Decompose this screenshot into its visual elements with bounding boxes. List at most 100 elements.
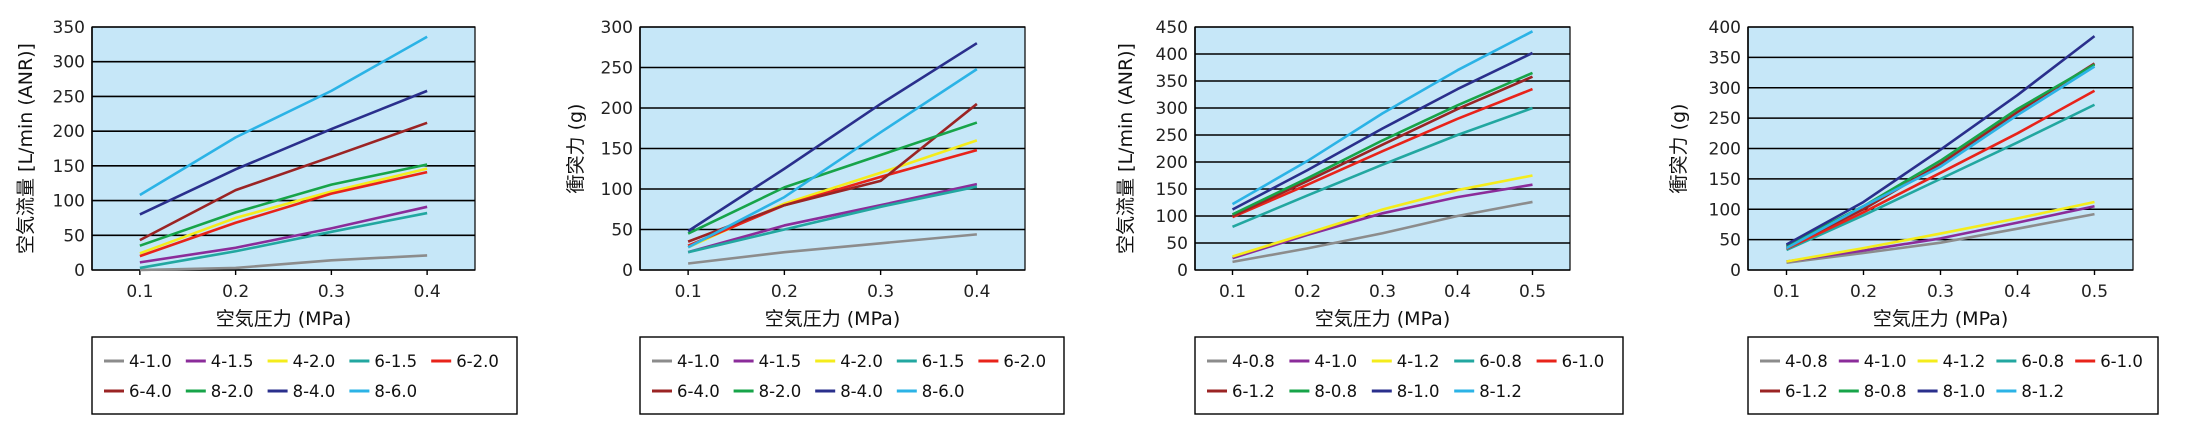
legend-label-6-1.0: 6-1.0 <box>2100 352 2143 371</box>
x-tick-label: 0.2 <box>1850 282 1877 302</box>
x-tick-label: 0.3 <box>1927 282 1954 302</box>
y-axis-title: 空気流量 [L/min (ANR)] <box>15 43 37 254</box>
legend-label-8-1.2: 8-1.2 <box>1479 382 1522 401</box>
series-line-6-1.2 <box>1231 75 1534 218</box>
legend-label-4-2.0: 4-2.0 <box>840 352 883 371</box>
legend-label-6-1.2: 6-1.2 <box>1785 382 1828 401</box>
x-tick-label: 0.1 <box>126 282 153 302</box>
y-tick-label: 150 <box>1156 180 1188 200</box>
legend-label-6-4.0: 6-4.0 <box>129 382 172 401</box>
y-tick-label: 400 <box>1709 18 1741 38</box>
y-tick-label: 150 <box>601 140 633 160</box>
y-tick-label: 100 <box>1709 200 1741 220</box>
y-axis-title: 空気流量 [L/min (ANR)] <box>1115 43 1137 254</box>
chart-panel-flow-1: 0 50 100 150 200 250 300 350 0.1 0.2 0.3 0.4 空気圧力 (M… <box>0 0 550 430</box>
series-line-4-1.0 <box>1786 204 2095 263</box>
legend-label-6-2.0: 6-2.0 <box>1003 352 1046 371</box>
chart-svg: 0 50 100 150 200 250 300 350 400 0.1 0.2 0.3 0.4 0.5 空… <box>1668 18 2159 415</box>
y-tick-label: 400 <box>1156 45 1188 65</box>
y-tick-label: 350 <box>1709 48 1741 68</box>
chart-svg: 0 50 100 150 200 250 300 350 400 450 0.1 0.2 0.3 0.4 0… <box>1115 18 1624 415</box>
legend-label-6-1.5: 6-1.5 <box>374 352 417 371</box>
legend-label-8-0.8: 8-0.8 <box>1864 382 1907 401</box>
y-tick-label: 150 <box>53 157 85 177</box>
series-line-6-1.0 <box>1785 89 2096 250</box>
series-line-4-0.8 <box>1232 200 1533 264</box>
legend-label-6-1.2: 6-1.2 <box>1232 382 1275 401</box>
legend-label-6-1.0: 6-1.0 <box>1562 352 1605 371</box>
y-tick-label: 300 <box>601 18 633 38</box>
legend-label-8-1.2: 8-1.2 <box>2021 382 2064 401</box>
chart-panel-force-2: 0 50 100 150 200 250 300 350 400 0.1 0.2 0.3 0.4 0.5 空… <box>1653 0 2203 430</box>
series-line-4-2.0 <box>139 167 428 255</box>
x-axis-title: 空気圧力 (MPa) <box>216 308 352 330</box>
x-axis-title: 空気圧力 (MPa) <box>1315 308 1451 330</box>
legend-label-6-2.0: 6-2.0 <box>456 352 499 371</box>
legend-label-4-0.8: 4-0.8 <box>1785 352 1828 371</box>
y-tick-label: 300 <box>53 53 85 73</box>
plot-frame <box>91 26 476 271</box>
series-line-8-1.0 <box>1785 35 2096 246</box>
legend-label-4-1.0: 4-1.0 <box>1864 352 1907 371</box>
series-line-6-1.2 <box>1785 62 2096 249</box>
legend-label-8-2.0: 8-2.0 <box>759 382 802 401</box>
x-tick-label: 0.3 <box>318 282 345 302</box>
legend-label-4-1.0: 4-1.0 <box>129 352 172 371</box>
chart-svg: 0 50 100 150 200 250 300 0.1 0.2 0.3 0.4 空気圧力 (MPa)… <box>565 18 1065 415</box>
legend-label-4-1.5: 4-1.5 <box>211 352 254 371</box>
y-tick-label: 200 <box>601 99 633 119</box>
chart-panel-force-1: 0 50 100 150 200 250 300 0.1 0.2 0.3 0.4 空気圧力 (MPa)… <box>550 0 1100 430</box>
x-tick-label: 0.2 <box>771 282 798 302</box>
chart-svg: 0 50 100 150 200 250 300 350 0.1 0.2 0.3 0.4 空気圧力 (M… <box>15 18 518 415</box>
series-line-8-6.0 <box>687 68 978 249</box>
y-tick-label: 50 <box>63 226 85 246</box>
y-tick-label: 0 <box>74 261 85 281</box>
legend-label-6-0.8: 6-0.8 <box>2021 352 2064 371</box>
y-axis-title: 衝突力 (g) <box>565 104 587 194</box>
series-line-4-1.0 <box>139 254 428 272</box>
y-tick-label: 0 <box>1730 261 1741 281</box>
y-tick-label: 0 <box>622 261 633 281</box>
series-line-4-1.2 <box>1232 174 1533 258</box>
legend-label-4-1.2: 4-1.2 <box>1943 352 1986 371</box>
y-tick-label: 50 <box>611 221 633 241</box>
legend-label-6-0.8: 6-0.8 <box>1479 352 1522 371</box>
y-tick-label: 150 <box>1709 170 1741 190</box>
plot-frame <box>639 26 1026 271</box>
x-tick-label: 0.1 <box>675 282 702 302</box>
legend-label-4-1.0: 4-1.0 <box>677 352 720 371</box>
series-line-4-1.5 <box>687 182 978 254</box>
series-line-6-4.0 <box>139 121 428 242</box>
legend-label-8-1.0: 8-1.0 <box>1397 382 1440 401</box>
x-tick-label: 0.5 <box>1519 282 1546 302</box>
legend-label-4-0.8: 4-0.8 <box>1232 352 1275 371</box>
x-tick-label: 0.4 <box>2004 282 2031 302</box>
chart-panel-flow-2: 0 50 100 150 200 250 300 350 400 450 0.1 0.2 0.3 0.4 0… <box>1100 0 1653 430</box>
series-line-8-4.0 <box>139 89 428 216</box>
legend-label-8-0.8: 8-0.8 <box>1314 382 1357 401</box>
y-tick-label: 200 <box>53 122 85 142</box>
legend <box>639 336 1065 415</box>
x-axis-title: 空気圧力 (MPa) <box>765 308 901 330</box>
series-line-8-4.0 <box>687 42 978 233</box>
x-tick-label: 0.1 <box>1773 282 1800 302</box>
plot-area <box>1195 27 1570 270</box>
legend <box>91 336 518 415</box>
legend-label-8-6.0: 8-6.0 <box>922 382 965 401</box>
x-tick-label: 0.4 <box>414 282 441 302</box>
y-tick-label: 450 <box>1156 18 1188 38</box>
series-line-6-1.5 <box>687 185 978 254</box>
y-tick-label: 100 <box>1156 207 1188 227</box>
series-line-4-0.8 <box>1786 212 2095 264</box>
series-line-6-2.0 <box>139 170 428 258</box>
y-tick-label: 100 <box>53 192 85 212</box>
series-line-6-1.5 <box>139 211 428 270</box>
y-tick-label: 250 <box>601 59 633 79</box>
legend-label-8-4.0: 8-4.0 <box>293 382 336 401</box>
series-line-8-0.8 <box>1231 71 1534 216</box>
y-tick-label: 200 <box>1709 140 1741 160</box>
y-tick-label: 300 <box>1709 79 1741 99</box>
legend-label-8-1.0: 8-1.0 <box>1943 382 1986 401</box>
y-tick-label: 50 <box>1166 234 1188 254</box>
series-line-4-1.0 <box>687 233 977 265</box>
